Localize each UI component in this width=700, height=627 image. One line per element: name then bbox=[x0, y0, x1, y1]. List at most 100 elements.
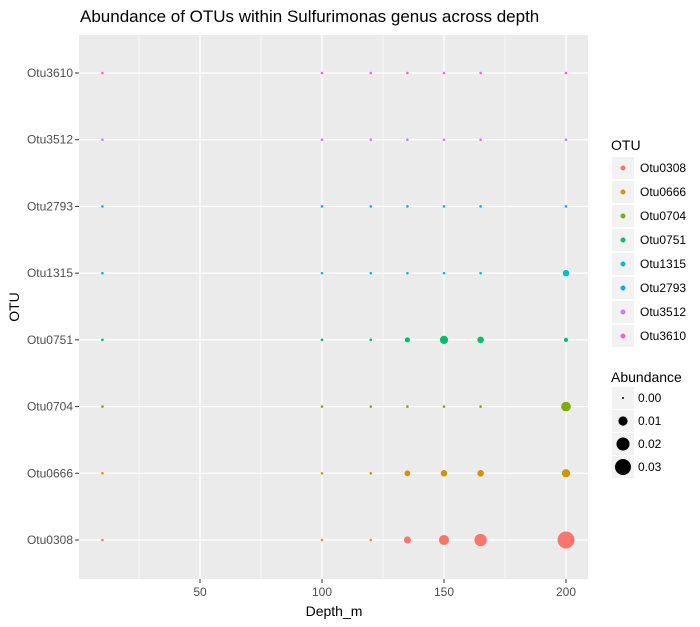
abundance-legend-label: 0.01 bbox=[638, 414, 662, 428]
data-point-otu3512 bbox=[442, 138, 446, 142]
data-point-otu0308 bbox=[438, 534, 450, 546]
data-point-otu0704 bbox=[406, 405, 409, 408]
y-tick-label: Otu0751 bbox=[27, 333, 73, 347]
otu-legend-label: Otu3610 bbox=[640, 329, 686, 343]
data-point-otu1315 bbox=[562, 269, 570, 277]
data-point-otu3512 bbox=[406, 138, 409, 142]
data-point-otu3512 bbox=[369, 138, 373, 142]
otu-legend: OTU Otu0308 Otu0666 Otu0704 Otu0751 Otu1315 Ot… bbox=[611, 137, 686, 347]
otu-legend-swatch bbox=[620, 309, 626, 315]
y-tick-label: Otu3610 bbox=[27, 66, 73, 80]
data-point-otu0666 bbox=[320, 471, 324, 475]
x-tick-label: 100 bbox=[312, 585, 332, 599]
otu-legend-swatch bbox=[620, 237, 626, 243]
abundance-legend-title: Abundance bbox=[611, 369, 682, 385]
data-point-otu0751 bbox=[404, 337, 410, 343]
x-axis-title: Depth_m bbox=[306, 603, 363, 619]
data-point-otu0666 bbox=[369, 471, 373, 475]
data-point-otu0751 bbox=[101, 338, 104, 342]
data-point-otu0704 bbox=[561, 401, 571, 412]
data-point-otu0751 bbox=[369, 338, 373, 342]
data-point-otu0751 bbox=[563, 337, 569, 342]
otu-legend-label: Otu1315 bbox=[640, 257, 686, 271]
otu-legend-swatch bbox=[620, 285, 626, 291]
abundance-legend-swatch bbox=[615, 459, 631, 475]
otu-legend-label: Otu0751 bbox=[640, 233, 686, 247]
data-point-otu0308 bbox=[320, 538, 324, 542]
y-tick-label: Otu0308 bbox=[27, 533, 73, 547]
data-point-otu2793 bbox=[369, 205, 373, 208]
y-axis: Otu0308 Otu0666 Otu0704 Otu0751 Otu1315 Otu27… bbox=[27, 66, 79, 547]
data-point-otu2793 bbox=[479, 205, 482, 208]
data-point-otu2793 bbox=[442, 205, 446, 208]
data-point-otu3610 bbox=[320, 71, 324, 75]
y-tick-label: Otu2793 bbox=[27, 199, 73, 213]
x-axis: 50 100 150 200 bbox=[193, 579, 576, 599]
otu-legend-label: Otu0666 bbox=[640, 185, 686, 199]
data-point-otu3610 bbox=[442, 71, 446, 75]
abundance-legend: Abundance 0.00 0.01 0.02 0.03 bbox=[611, 369, 682, 478]
data-point-otu2793 bbox=[101, 205, 104, 208]
otu-legend-title: OTU bbox=[611, 137, 641, 153]
data-point-otu0704 bbox=[101, 405, 104, 408]
otu-legend-label: Otu2793 bbox=[640, 281, 686, 295]
data-point-otu2793 bbox=[564, 205, 568, 208]
data-point-otu1315 bbox=[406, 271, 409, 275]
abundance-legend-label: 0.00 bbox=[638, 391, 662, 405]
data-point-otu0751 bbox=[477, 336, 484, 344]
data-point-otu0666 bbox=[477, 470, 484, 477]
data-point-otu0751 bbox=[320, 338, 324, 342]
otu-legend-label: Otu0308 bbox=[640, 161, 686, 175]
data-point-otu1315 bbox=[479, 271, 482, 275]
otu-legend-swatch bbox=[620, 213, 626, 219]
data-point-otu1315 bbox=[442, 271, 446, 275]
data-point-otu3512 bbox=[320, 138, 324, 142]
otu-legend-label: Otu0704 bbox=[640, 209, 686, 223]
y-tick-label: Otu0666 bbox=[27, 466, 73, 480]
data-point-otu2793 bbox=[320, 205, 324, 208]
x-tick-label: 200 bbox=[556, 585, 576, 599]
panel-background bbox=[79, 35, 588, 579]
data-point-otu0666 bbox=[440, 470, 448, 477]
data-point-otu0666 bbox=[561, 469, 571, 478]
data-point-otu0308 bbox=[101, 538, 104, 542]
y-tick-label: Otu0704 bbox=[27, 400, 73, 414]
data-point-otu3610 bbox=[564, 71, 568, 75]
data-point-otu0308 bbox=[369, 538, 373, 542]
y-tick-label: Otu1315 bbox=[27, 266, 73, 280]
x-tick-label: 50 bbox=[193, 585, 207, 599]
abundance-legend-swatch bbox=[616, 437, 630, 451]
data-points bbox=[101, 71, 575, 549]
data-point-otu0704 bbox=[479, 405, 482, 408]
abundance-legend-label: 0.03 bbox=[638, 460, 662, 474]
data-point-otu0704 bbox=[320, 405, 324, 408]
data-point-otu3610 bbox=[479, 71, 482, 75]
otu-legend-swatch bbox=[620, 189, 626, 195]
data-point-otu2793 bbox=[406, 205, 409, 208]
data-point-otu0308 bbox=[474, 533, 487, 547]
data-point-otu0704 bbox=[442, 405, 446, 408]
plot-panel bbox=[79, 35, 588, 579]
data-point-otu0308 bbox=[403, 536, 411, 544]
data-point-otu0666 bbox=[101, 471, 104, 475]
otu-legend-swatch bbox=[620, 261, 626, 267]
data-point-otu3512 bbox=[564, 138, 568, 142]
data-point-otu3610 bbox=[369, 71, 373, 75]
otu-legend-label: Otu3512 bbox=[640, 305, 686, 319]
x-tick-label: 150 bbox=[434, 585, 454, 599]
abundance-legend-swatch bbox=[618, 416, 628, 426]
data-point-otu1315 bbox=[369, 271, 373, 275]
data-point-otu0308 bbox=[557, 531, 575, 549]
data-point-otu3512 bbox=[101, 138, 104, 142]
y-tick-label: Otu3512 bbox=[27, 133, 73, 147]
data-point-otu3610 bbox=[406, 71, 409, 75]
abundance-legend-label: 0.02 bbox=[638, 437, 662, 451]
data-point-otu0704 bbox=[369, 405, 373, 408]
data-point-otu0751 bbox=[439, 335, 449, 344]
otu-legend-swatch bbox=[620, 333, 626, 339]
data-point-otu0666 bbox=[404, 470, 411, 477]
data-point-otu1315 bbox=[320, 271, 324, 275]
chart-title: Abundance of OTUs within Sulfurimonas ge… bbox=[80, 7, 539, 26]
y-axis-title: OTU bbox=[6, 292, 22, 322]
